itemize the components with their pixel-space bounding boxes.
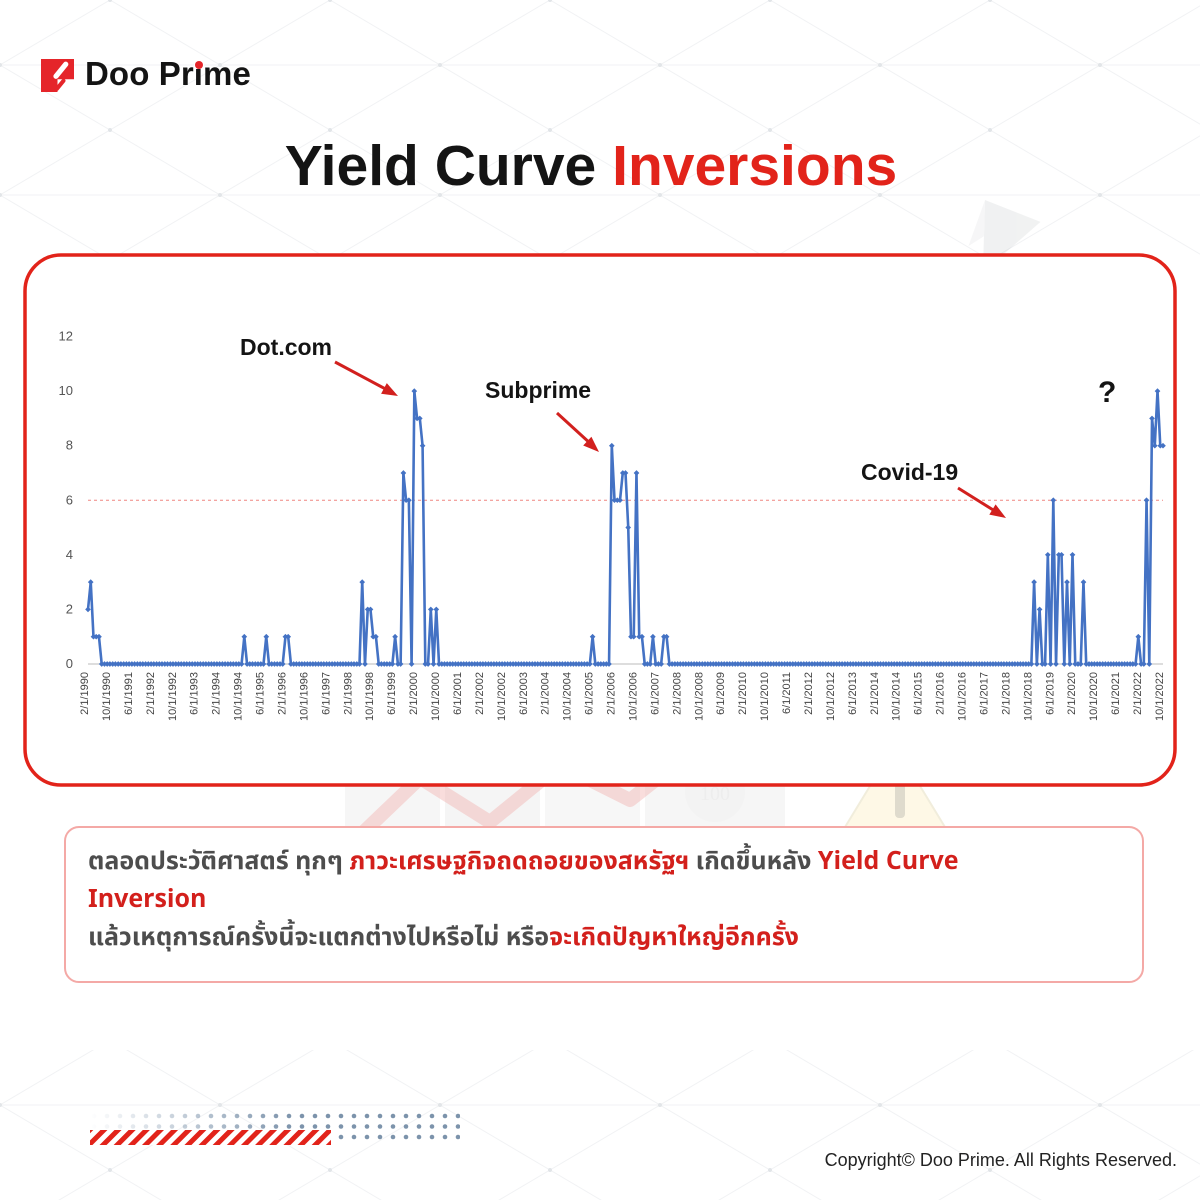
svg-text:6/1/2003: 6/1/2003 — [518, 672, 530, 715]
svg-text:10/1/2008: 10/1/2008 — [693, 672, 705, 721]
svg-text:10/1/2002: 10/1/2002 — [496, 672, 508, 721]
svg-text:Subprime: Subprime — [485, 377, 591, 403]
svg-text:Covid-19: Covid-19 — [861, 459, 958, 485]
svg-text:2/1/1996: 2/1/1996 — [276, 672, 288, 715]
svg-text:10/1/2018: 10/1/2018 — [1022, 672, 1034, 721]
svg-text:2/1/1998: 2/1/1998 — [342, 672, 354, 715]
svg-text:6/1/2007: 6/1/2007 — [649, 672, 661, 715]
svg-text:10/1/2010: 10/1/2010 — [759, 672, 771, 721]
svg-text:10/1/2012: 10/1/2012 — [825, 672, 837, 721]
svg-text:6/1/1997: 6/1/1997 — [320, 672, 332, 715]
svg-text:2/1/2000: 2/1/2000 — [408, 672, 420, 715]
svg-text:10/1/2020: 10/1/2020 — [1088, 672, 1100, 721]
svg-text:6/1/2017: 6/1/2017 — [978, 672, 990, 715]
svg-text:2/1/1994: 2/1/1994 — [211, 672, 223, 715]
svg-text:2: 2 — [66, 601, 73, 616]
svg-text:10/1/2016: 10/1/2016 — [957, 672, 969, 721]
svg-text:2/1/2018: 2/1/2018 — [1000, 672, 1012, 715]
svg-text:?: ? — [1098, 376, 1116, 409]
svg-text:10/1/2004: 10/1/2004 — [562, 672, 574, 721]
svg-text:10/1/2006: 10/1/2006 — [627, 672, 639, 721]
svg-text:12: 12 — [59, 329, 73, 344]
svg-text:6/1/2015: 6/1/2015 — [913, 672, 925, 715]
svg-text:10: 10 — [59, 383, 73, 398]
svg-text:6/1/2009: 6/1/2009 — [715, 672, 727, 715]
svg-text:6/1/1999: 6/1/1999 — [386, 672, 398, 715]
svg-text:10/1/1990: 10/1/1990 — [101, 672, 113, 721]
svg-text:6/1/2005: 6/1/2005 — [584, 672, 596, 715]
svg-text:2/1/2020: 2/1/2020 — [1066, 672, 1078, 715]
svg-text:10/1/2022: 10/1/2022 — [1154, 672, 1166, 721]
svg-text:6/1/2011: 6/1/2011 — [781, 672, 793, 714]
svg-text:6/1/1991: 6/1/1991 — [123, 672, 135, 715]
svg-text:6/1/1995: 6/1/1995 — [255, 672, 267, 715]
svg-text:6/1/2013: 6/1/2013 — [847, 672, 859, 715]
svg-text:2/1/2006: 2/1/2006 — [606, 672, 618, 715]
svg-text:6/1/2021: 6/1/2021 — [1110, 672, 1122, 715]
svg-text:6: 6 — [66, 492, 73, 507]
svg-text:2/1/2022: 2/1/2022 — [1132, 672, 1144, 715]
svg-text:10/1/1996: 10/1/1996 — [298, 672, 310, 721]
svg-text:2/1/2008: 2/1/2008 — [671, 672, 683, 715]
svg-text:2/1/2014: 2/1/2014 — [869, 672, 881, 715]
svg-text:10/1/1992: 10/1/1992 — [167, 672, 179, 721]
svg-text:4: 4 — [66, 547, 73, 562]
svg-text:2/1/1992: 2/1/1992 — [145, 672, 157, 715]
svg-text:2/1/2010: 2/1/2010 — [737, 672, 749, 715]
svg-text:0: 0 — [66, 656, 73, 671]
svg-text:6/1/1993: 6/1/1993 — [189, 672, 201, 715]
svg-text:10/1/2014: 10/1/2014 — [891, 672, 903, 721]
svg-text:2/1/2016: 2/1/2016 — [935, 672, 947, 715]
svg-text:10/1/2000: 10/1/2000 — [430, 672, 442, 721]
svg-text:Dot.com: Dot.com — [240, 334, 332, 360]
svg-text:8: 8 — [66, 438, 73, 453]
svg-text:6/1/2001: 6/1/2001 — [452, 672, 464, 715]
svg-text:2/1/1990: 2/1/1990 — [79, 672, 91, 715]
svg-text:6/1/2019: 6/1/2019 — [1044, 672, 1056, 715]
svg-text:10/1/1998: 10/1/1998 — [364, 672, 376, 721]
svg-text:2/1/2012: 2/1/2012 — [803, 672, 815, 715]
svg-text:2/1/2002: 2/1/2002 — [474, 672, 486, 715]
svg-text:10/1/1994: 10/1/1994 — [233, 672, 245, 721]
svg-text:2/1/2004: 2/1/2004 — [540, 672, 552, 715]
